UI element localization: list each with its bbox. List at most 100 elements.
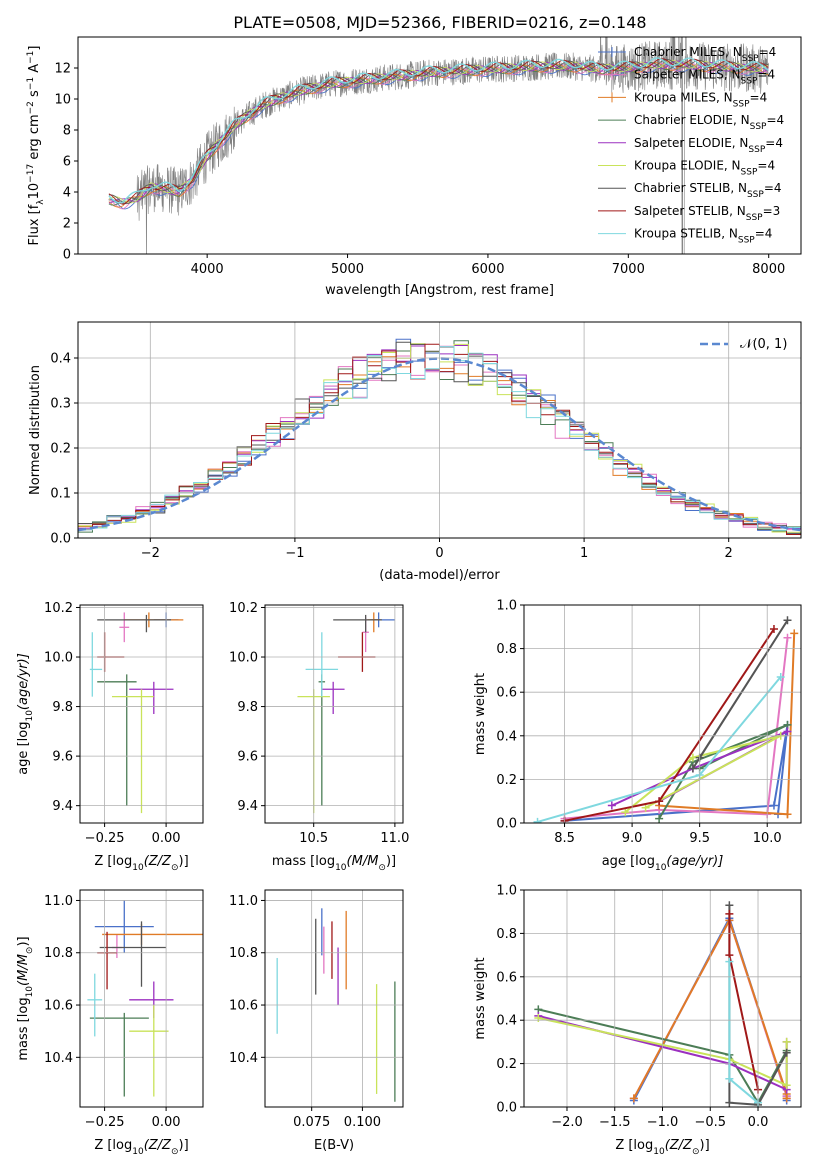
y-tick-label: 0.4: [496, 1014, 517, 1029]
legend-label-3: Chabrier ELODIE, NSSP=4: [634, 113, 784, 132]
legend-label-5: Kroupa ELODIE, NSSP=4: [634, 159, 775, 178]
y-tick-label: 1.0: [496, 599, 517, 614]
weight-line-7: [564, 628, 775, 822]
y-axis-label: mass weight: [473, 673, 488, 755]
x-tick-label: 0.00: [152, 1115, 181, 1130]
x-axis-label: Z [log10(Z/Z⊙)]: [615, 1138, 709, 1157]
y-tick-label: 11.0: [229, 894, 258, 909]
axes-frame: [523, 604, 802, 824]
axes-frame: [79, 604, 204, 824]
y-tick-label: 10.2: [44, 601, 73, 616]
age_vs_Z-panel: −0.25 0.00 9.4 9.6 9.8 10.0 10.2 Z [log10(Z/Z⊙)…: [16, 601, 204, 873]
weight-marker-7: [769, 624, 778, 633]
x-tick-label: −1.0: [647, 1115, 679, 1130]
y-tick-label: 12: [54, 62, 71, 77]
weight-marker-2: [790, 629, 799, 638]
weight-line-3: [658, 723, 788, 820]
y-tick-label: 0.6: [496, 970, 517, 985]
spectrum-model-line-5: [108, 59, 769, 204]
weight-marker-8: [776, 672, 785, 681]
y-tick-label: 9.4: [237, 799, 258, 814]
y-tick-label: 0.4: [50, 352, 71, 367]
weight-marker-6: [783, 616, 792, 625]
weight-marker-4: [607, 801, 616, 810]
y-tick-label: 10.4: [44, 1051, 73, 1066]
x-tick-label: 0.0: [748, 1115, 769, 1130]
figure-title: PLATE=0508, MJD=52366, FIBERID=0216, z=0…: [233, 13, 646, 32]
mass_vs_Z-panel: −0.25 0.00 10.4 10.6 10.8 11.0 Z [log10(Z/Z⊙)]…: [16, 889, 204, 1157]
x-tick-label: 4000: [191, 262, 224, 277]
weight-marker-2: [629, 1094, 638, 1103]
weight-marker-6: [688, 764, 697, 773]
y-tick-label: 0.6: [496, 686, 517, 701]
age_vs_mass-plot-area: [297, 612, 395, 814]
x-tick-label: 7000: [612, 262, 645, 277]
y-tick-label: 0.8: [496, 642, 517, 657]
x-tick-label: 9.0: [622, 831, 643, 846]
weight-marker-6: [782, 1048, 791, 1057]
x-tick-label: 1: [580, 546, 588, 561]
spectrum-model-line-6: [108, 59, 769, 205]
weight-marker-7: [655, 797, 664, 806]
weight-line-5: [624, 734, 782, 813]
y-tick-label: 10.6: [44, 999, 73, 1014]
age_vs_mass-panel: 10.5 11.0 9.4 9.6 9.8 10.0 10.2 mass [log10(M/M…: [229, 601, 409, 873]
y-tick-label: 6: [63, 155, 71, 170]
x-tick-label: 8000: [752, 262, 785, 277]
x-axis-label: Z [log10(Z/Z⊙)]: [94, 1138, 188, 1157]
x-tick-label: 0: [435, 546, 443, 561]
y-axis-label: Normed distribution: [28, 365, 43, 495]
weight_vs_Z-panel: −2.0 −1.5 −1.0 −0.5 0.0 0.0 0.2 0.4 0.6 0.8 1.0 Z […: [473, 884, 802, 1157]
x-tick-label: 8.5: [554, 831, 575, 846]
residuals-panel: −2 −1 0 1 2 0.0 0.1 0.2 0.3 0.4 (data-model)/error…: [28, 321, 802, 583]
weight-marker-8: [533, 817, 542, 823]
weight-marker-5: [621, 808, 630, 817]
y-tick-label: 9.8: [52, 700, 73, 715]
y-tick-label: 9.6: [237, 750, 258, 765]
weight-marker-6: [725, 901, 734, 910]
weight-marker-4: [783, 727, 792, 736]
y-tick-label: 11.0: [44, 894, 73, 909]
y-tick-label: 0.2: [496, 1057, 517, 1072]
x-tick-label: −2.0: [551, 1115, 583, 1130]
x-tick-label: 6000: [471, 262, 504, 277]
x-tick-label: −0.5: [694, 1115, 726, 1130]
y-tick-label: 0.0: [496, 817, 517, 832]
axes-frame: [264, 889, 404, 1108]
y-axis-label: age [log10(age/yr)]: [16, 653, 35, 775]
weight-marker-3: [655, 814, 664, 823]
y-tick-label: 1.0: [496, 884, 517, 899]
weight-line-8: [728, 961, 759, 1104]
weight-line-0: [564, 724, 789, 822]
spectrum-model-line-8: [108, 57, 769, 204]
y-tick-label: 4: [63, 186, 71, 201]
weight_vs_age-panel: 8.5 9.0 9.5 10.0 0.0 0.2 0.4 0.6 0.8 1.0 age [log1…: [473, 599, 802, 873]
weight-marker-2: [782, 1094, 791, 1103]
y-tick-label: 10: [54, 93, 71, 108]
y-tick-label: 0.8: [496, 927, 517, 942]
legend-label-1: Salpeter MILES, NSSP=4: [634, 68, 775, 87]
y-axis-label: mass weight: [473, 957, 488, 1039]
x-axis-label: E(B-V): [314, 1138, 354, 1153]
y-tick-label: 0.0: [496, 1101, 517, 1116]
legend-label-6: Chabrier STELIB, NSSP=4: [634, 181, 782, 200]
y-axis-label: Flux [fλ10−17 erg cm−2 s−1 A−1]: [26, 46, 46, 246]
weight-marker-8: [725, 1074, 734, 1083]
y-tick-label: 0.2: [496, 773, 517, 788]
y-tick-label: 0.1: [50, 487, 71, 502]
x-tick-label: 2: [725, 546, 733, 561]
axes-frame: [77, 36, 802, 255]
spectrum-plot-area: [108, 37, 769, 254]
x-axis-label: wavelength [Angstrom, rest frame]: [325, 283, 554, 298]
legend-label-7: Salpeter STELIB, NSSP=3: [634, 204, 780, 223]
y-tick-label: 0: [63, 248, 71, 263]
y-axis-label: mass [log10(M/M⊙)]: [16, 936, 35, 1060]
x-tick-label: 10.5: [299, 831, 328, 846]
x-tick-label: −2: [141, 546, 160, 561]
x-tick-label: 0.075: [293, 1115, 330, 1130]
mass_vs_ebv-plot-area: [276, 908, 396, 1102]
y-tick-label: 10.8: [229, 946, 258, 961]
age_vs_Z-plot-area: [89, 612, 184, 814]
x-axis-label: mass [log10(M/M⊙)]: [272, 854, 396, 873]
